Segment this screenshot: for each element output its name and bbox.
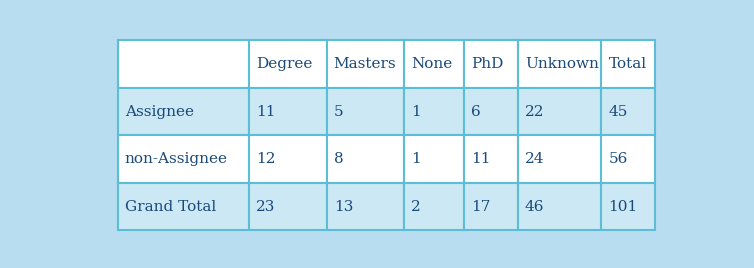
Bar: [518, 88, 602, 135]
Text: 11: 11: [471, 152, 491, 166]
Bar: [249, 183, 326, 230]
Bar: [326, 88, 404, 135]
Text: Degree: Degree: [256, 57, 312, 71]
Text: 6: 6: [471, 105, 481, 119]
Bar: [464, 183, 518, 230]
Text: 1: 1: [412, 152, 421, 166]
Text: 12: 12: [256, 152, 275, 166]
Text: Masters: Masters: [334, 57, 397, 71]
Bar: [404, 135, 464, 183]
Text: 45: 45: [608, 105, 628, 119]
Text: Total: Total: [608, 57, 647, 71]
Bar: [118, 88, 249, 135]
Text: Unknown: Unknown: [525, 57, 599, 71]
Bar: [118, 183, 249, 230]
Bar: [464, 88, 518, 135]
Bar: [464, 135, 518, 183]
Text: 101: 101: [608, 200, 638, 214]
Text: 1: 1: [412, 105, 421, 119]
Text: non-Assignee: non-Assignee: [124, 152, 228, 166]
Bar: [249, 40, 326, 88]
Text: 8: 8: [334, 152, 343, 166]
Text: 46: 46: [525, 200, 544, 214]
Bar: [518, 183, 602, 230]
Text: 17: 17: [471, 200, 490, 214]
Text: None: None: [412, 57, 452, 71]
Bar: [404, 88, 464, 135]
Text: PhD: PhD: [471, 57, 504, 71]
Text: 11: 11: [256, 105, 275, 119]
Text: 13: 13: [334, 200, 353, 214]
Bar: [602, 183, 655, 230]
Text: Assignee: Assignee: [124, 105, 194, 119]
Bar: [326, 183, 404, 230]
Text: 22: 22: [525, 105, 544, 119]
Bar: [118, 135, 249, 183]
Text: 2: 2: [412, 200, 421, 214]
Bar: [464, 40, 518, 88]
Bar: [118, 40, 249, 88]
Bar: [249, 135, 326, 183]
Text: 24: 24: [525, 152, 544, 166]
Bar: [602, 40, 655, 88]
Bar: [326, 40, 404, 88]
Bar: [326, 135, 404, 183]
Bar: [602, 88, 655, 135]
Text: 56: 56: [608, 152, 628, 166]
Bar: [249, 88, 326, 135]
Bar: [404, 183, 464, 230]
Text: Grand Total: Grand Total: [124, 200, 216, 214]
Text: 23: 23: [256, 200, 275, 214]
Bar: [404, 40, 464, 88]
Text: 5: 5: [334, 105, 343, 119]
Bar: [518, 135, 602, 183]
Bar: [518, 40, 602, 88]
Bar: [602, 135, 655, 183]
